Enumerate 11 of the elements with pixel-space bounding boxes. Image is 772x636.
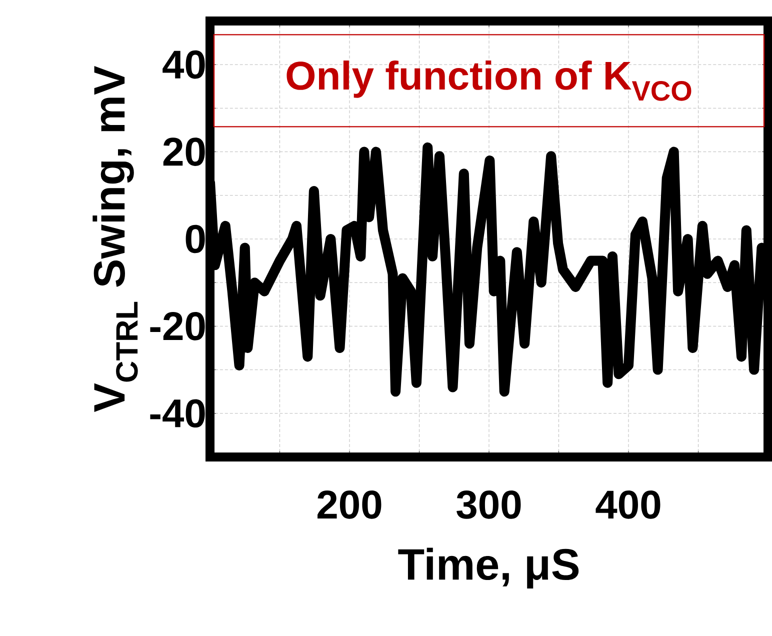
y-axis-title: V$_{CTRL}$ Swing, mV	[92, 66, 138, 412]
annotation: Only function of K$_{VCO}$	[286, 60, 692, 101]
x-axis-title: Time, μS	[398, 548, 579, 589]
x-tick-label: 200	[318, 490, 382, 519]
y-tick-label: 40	[162, 50, 205, 79]
x-tick-label: 300	[456, 490, 521, 519]
y-tick-label: -20	[150, 312, 205, 340]
y-tick-label: 20	[163, 138, 205, 166]
y-tick-label: -40	[150, 399, 205, 428]
x-tick-label: 400	[596, 490, 660, 519]
y-tick-label: 0	[186, 224, 205, 254]
